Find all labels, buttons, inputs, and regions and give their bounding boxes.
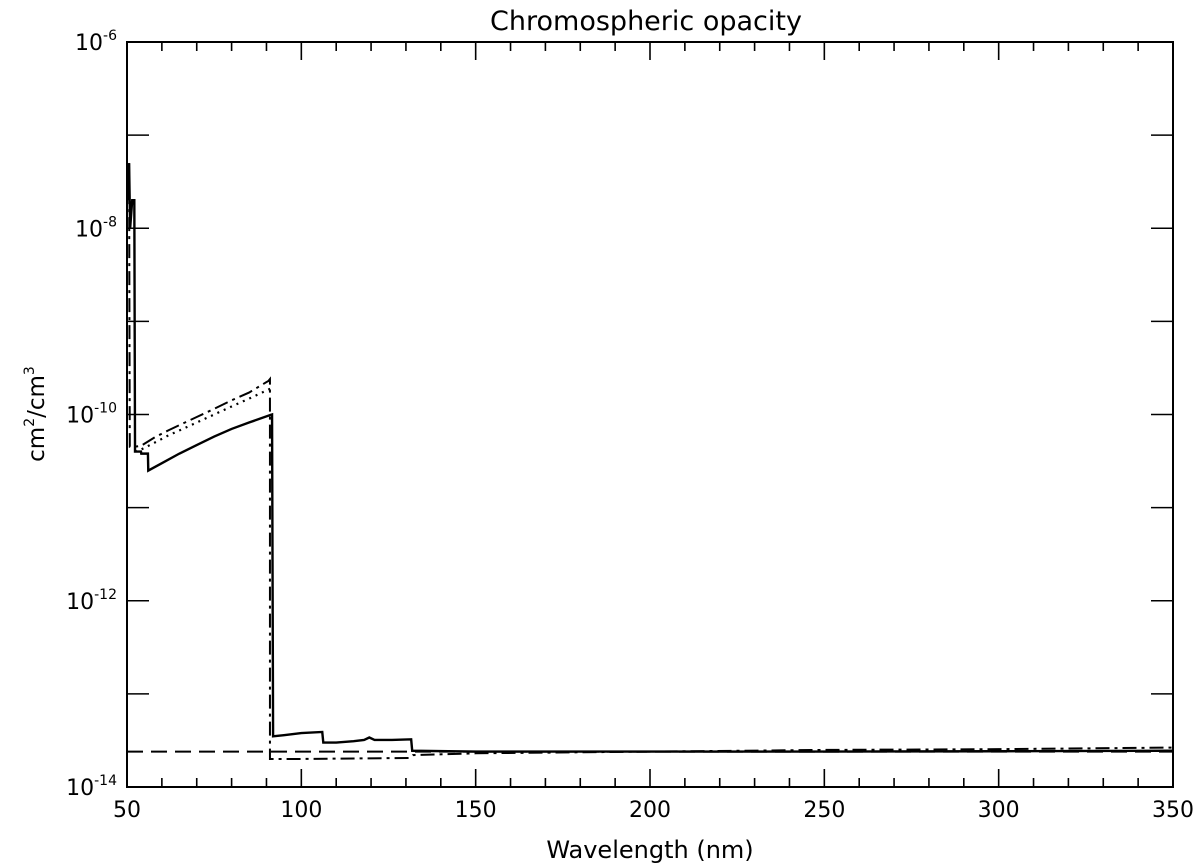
y-label-exp-2: 3 bbox=[22, 366, 38, 375]
x-axis-label: Wavelength (nm) bbox=[546, 836, 753, 864]
x-tick-label: 300 bbox=[978, 798, 1020, 823]
data-series bbox=[126, 163, 1174, 760]
y-label-exp-1: 2 bbox=[22, 418, 38, 427]
chart-title: Chromospheric opacity bbox=[490, 6, 802, 37]
x-tick-label: 350 bbox=[1152, 798, 1194, 823]
y-tick-label: 10-12 bbox=[66, 587, 117, 615]
plot-frame bbox=[126, 41, 1174, 788]
y-tick-exponent: -6 bbox=[103, 28, 117, 44]
y-tick-exponent: -14 bbox=[94, 773, 117, 789]
y-label-sep: /cm bbox=[24, 375, 50, 418]
y-axis-label: cm2/cm3 bbox=[22, 366, 50, 462]
x-tick-labels: 50 100 150 200 250 300 350 bbox=[113, 798, 1194, 823]
x-tick-label: 250 bbox=[803, 798, 845, 823]
tick-marks bbox=[126, 41, 1174, 788]
x-tick-label: 150 bbox=[455, 798, 497, 823]
series-line-solid bbox=[126, 163, 1174, 753]
y-label-unit-1: cm bbox=[24, 427, 50, 462]
y-tick-base: 10 bbox=[66, 404, 94, 429]
y-tick-label: 10-8 bbox=[75, 214, 117, 242]
y-tick-base: 10 bbox=[75, 31, 103, 56]
y-tick-base: 10 bbox=[66, 590, 94, 615]
series-line-dashdot bbox=[128, 163, 1174, 760]
y-tick-exponent: -8 bbox=[103, 214, 117, 230]
x-tick-label: 100 bbox=[280, 798, 322, 823]
y-tick-label: 10-10 bbox=[66, 401, 117, 429]
x-tick-label: 50 bbox=[113, 798, 141, 823]
y-tick-label: 10-14 bbox=[66, 773, 117, 801]
y-tick-exponent: -12 bbox=[94, 587, 117, 603]
y-tick-base: 10 bbox=[66, 776, 94, 801]
series-line-dotted bbox=[134, 387, 272, 453]
y-tick-base: 10 bbox=[75, 217, 103, 242]
y-tick-exponent: -10 bbox=[94, 401, 117, 417]
y-tick-label: 10-6 bbox=[75, 28, 117, 56]
x-tick-label: 200 bbox=[629, 798, 671, 823]
